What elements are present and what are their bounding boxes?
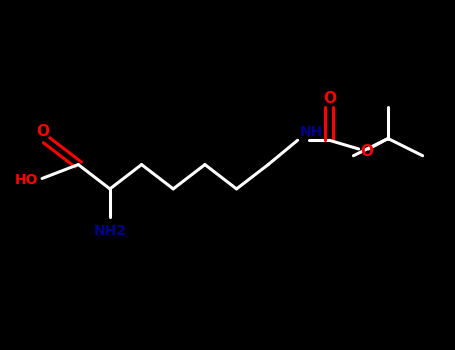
Text: HO: HO [15, 173, 38, 187]
Text: NH2: NH2 [93, 224, 126, 238]
Text: O: O [36, 124, 50, 139]
Text: O: O [360, 144, 373, 159]
Text: O: O [323, 91, 336, 106]
Text: NH: NH [300, 125, 323, 139]
